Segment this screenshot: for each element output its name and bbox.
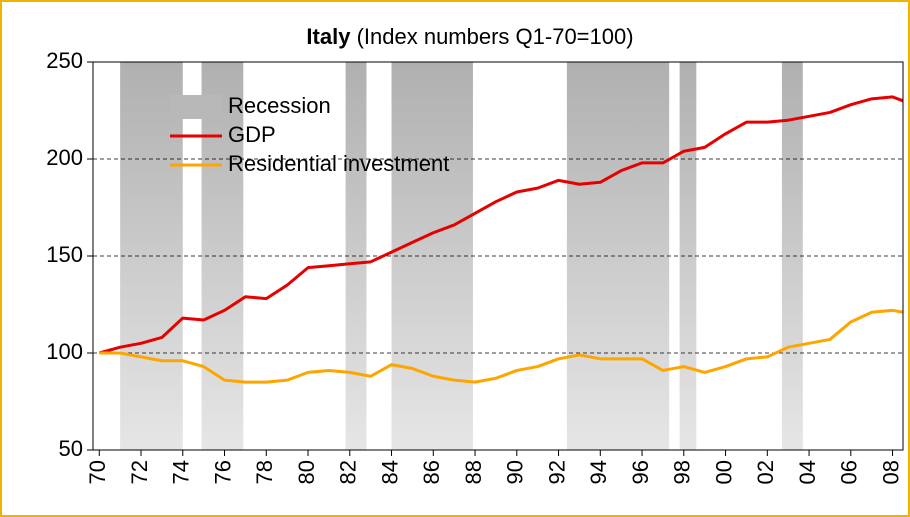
x-tick-label: 02 (753, 460, 778, 484)
x-tick-label: 88 (461, 460, 486, 484)
x-tick-label: 74 (169, 460, 194, 484)
y-tick-label: 100 (46, 339, 83, 364)
legend-swatch (170, 95, 222, 119)
legend-label: GDP (228, 122, 276, 147)
x-tick-label: 06 (837, 460, 862, 484)
y-tick-label: 250 (46, 48, 83, 73)
x-tick-label: 86 (419, 460, 444, 484)
y-tick-label: 50 (59, 436, 83, 461)
y-tick-label: 150 (46, 242, 83, 267)
x-tick-label: 00 (711, 460, 736, 484)
series-line (99, 308, 904, 384)
x-tick-label: 90 (503, 460, 528, 484)
x-tick-label: 72 (127, 460, 152, 484)
x-tick-label: 82 (336, 460, 361, 484)
subtitle: (Index numbers Q1-70=100) (357, 24, 634, 49)
x-tick-label: 70 (85, 460, 110, 484)
x-tick-label: 84 (377, 460, 402, 484)
title: Italy (306, 24, 351, 49)
chart-title: Italy (Index numbers Q1-70=100) (306, 24, 633, 49)
x-tick-label: 08 (878, 460, 903, 484)
legend-label: Recession (228, 93, 331, 118)
x-tick-label: 94 (586, 460, 611, 484)
x-tick-label: 96 (628, 460, 653, 484)
y-tick-label: 200 (46, 145, 83, 170)
plot-border (92, 61, 904, 451)
x-tick-label: 80 (294, 460, 319, 484)
x-tick-label: 98 (670, 460, 695, 484)
x-tick-label: 04 (795, 460, 820, 484)
x-tick-label: 92 (544, 460, 569, 484)
x-tick-label: 78 (252, 460, 277, 484)
legend-label: Residential investment (228, 151, 449, 176)
x-tick-label: 76 (210, 460, 235, 484)
series-line (98, 95, 904, 355)
